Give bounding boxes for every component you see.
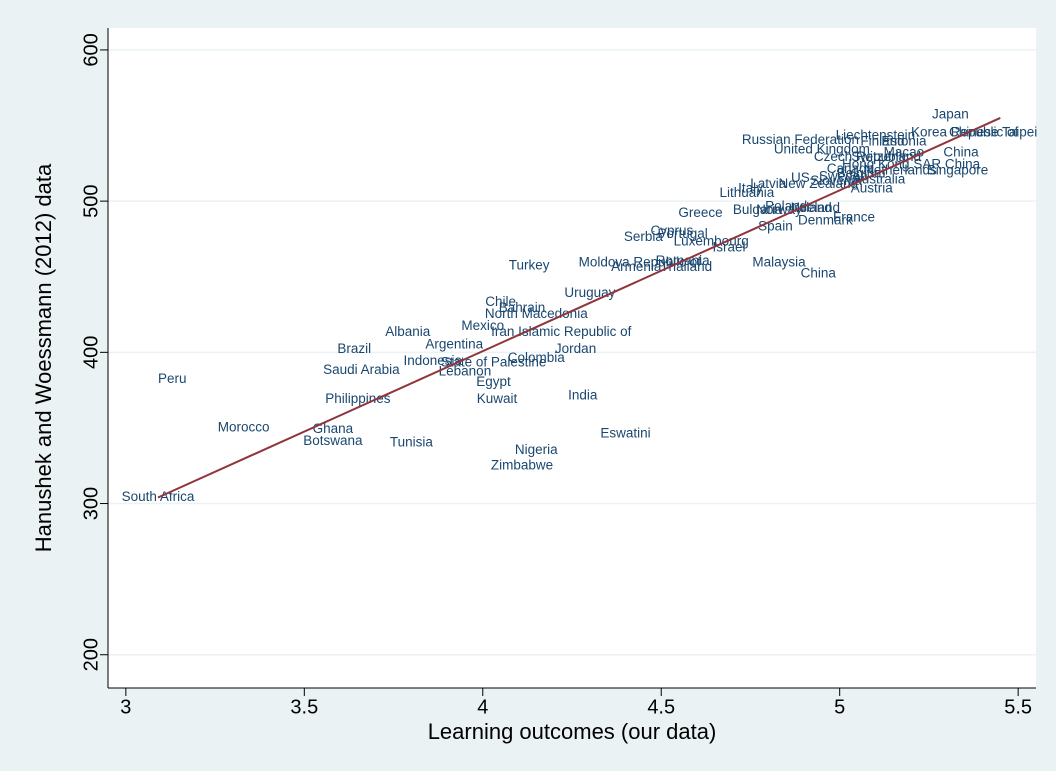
point-label: China	[943, 144, 979, 159]
point-label: Russian Federation	[742, 132, 859, 147]
point-label: Australia	[853, 172, 906, 187]
point-label: Armenia	[611, 259, 662, 274]
y-tick-label: 300	[80, 487, 102, 520]
point-label: Bulgaria	[733, 202, 783, 217]
point-label: Brazil	[337, 341, 371, 356]
x-tick-label: 5.5	[1004, 696, 1032, 718]
point-label: Israel	[713, 240, 746, 255]
point-label: Portugal	[657, 226, 707, 241]
x-tick-label: 3	[120, 696, 131, 718]
point-label: Ghana	[313, 421, 354, 436]
point-label: Austria	[851, 181, 894, 196]
point-label: Switzerland	[851, 149, 921, 164]
point-label: Botswana	[303, 433, 363, 448]
point-label: Albania	[385, 324, 431, 339]
point-label: North Macedonia	[485, 306, 588, 321]
point-label: Tunisia	[390, 435, 434, 450]
x-tick-label: 4	[477, 696, 488, 718]
x-tick-label: 5	[834, 696, 845, 718]
point-label: Luxembourg	[674, 234, 749, 249]
x-axis-title: Learning outcomes (our data)	[428, 719, 717, 744]
point-label: Philippines	[325, 391, 391, 406]
point-label: Zimbabwe	[491, 457, 553, 472]
point-label: Morocco	[218, 419, 270, 434]
point-label: Sweden	[819, 168, 868, 183]
point-label: Latvia	[750, 176, 787, 191]
point-label: Hong Kong SAR China	[842, 156, 981, 171]
point-label: Turkey	[509, 258, 550, 273]
point-label: US	[791, 170, 810, 185]
point-label: Indonesia	[404, 353, 463, 368]
point-label: Saudi Arabia	[323, 362, 400, 377]
point-label: Jordan	[555, 341, 596, 356]
y-tick-label: 200	[80, 638, 102, 671]
point-label: Lithuania	[719, 185, 774, 200]
point-label: Eswatini	[600, 426, 650, 441]
point-label: Canada	[827, 161, 875, 176]
point-label: Malaysia	[752, 255, 806, 270]
point-label: Egypt	[476, 374, 511, 389]
point-label: Chinese Taipei	[949, 125, 1037, 140]
point-label: Serbia	[624, 229, 664, 244]
point-label: Kuwait	[477, 391, 518, 406]
point-label: China	[801, 265, 837, 280]
y-axis-title: Hanushek and Woessmann (2012) data	[31, 163, 56, 552]
point-label: Slovenia	[810, 173, 862, 188]
point-label: New Zealand	[779, 176, 859, 191]
point-label: Argentina	[425, 336, 483, 351]
point-label: India	[568, 388, 598, 403]
point-label: Thailand	[660, 259, 712, 274]
point-label: Italy	[738, 181, 763, 196]
point-label: Peru	[158, 371, 187, 386]
point-label: United Kingdom	[774, 141, 870, 156]
point-label: Singapore	[927, 162, 989, 177]
fit-line	[157, 117, 1001, 499]
point-label: Greece	[678, 205, 722, 220]
point-label: Colombia	[508, 350, 566, 365]
point-label: Iran Islamic Republic of	[491, 324, 632, 339]
plot-area	[108, 28, 1036, 688]
point-label: Belgium	[837, 165, 886, 180]
point-label: Liechtenstein	[836, 128, 916, 143]
point-label: Ireland	[790, 200, 831, 215]
point-label: Korea Republic of	[911, 125, 1019, 140]
point-label: Estonia	[881, 134, 927, 149]
point-label: Japan	[932, 107, 969, 122]
point-label: Nigeria	[515, 442, 558, 457]
point-label: Cyprus	[651, 223, 694, 238]
point-label: Denmark	[798, 212, 853, 227]
y-tick-label: 500	[80, 184, 102, 217]
point-label: Uruguay	[564, 285, 615, 300]
x-tick-label: 3.5	[290, 696, 318, 718]
point-label: Czech Republic	[814, 149, 909, 164]
point-label: Netherlands	[864, 162, 937, 177]
point-label: Finland	[860, 134, 904, 149]
point-label: Lebanon	[439, 364, 492, 379]
point-label: France	[833, 209, 875, 224]
point-label: Macao	[884, 144, 925, 159]
point-label: Chile	[485, 294, 516, 309]
point-label: Spain	[758, 218, 793, 233]
y-tick-label: 400	[80, 336, 102, 369]
x-tick-label: 4.5	[647, 696, 675, 718]
point-label: Mexico	[461, 318, 504, 333]
y-tick-label: 600	[80, 33, 102, 66]
point-label: Bahrain	[499, 300, 546, 315]
